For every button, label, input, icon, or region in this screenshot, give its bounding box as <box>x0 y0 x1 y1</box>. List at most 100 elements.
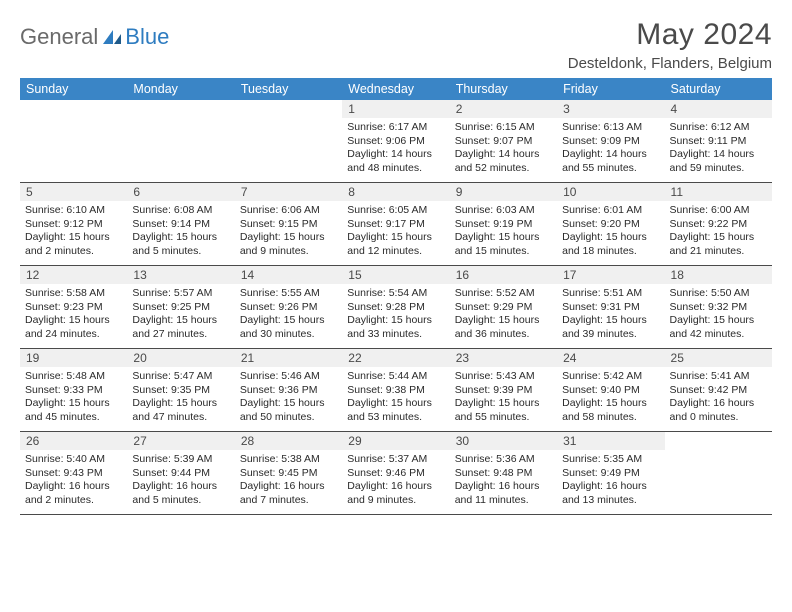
calendar-cell: 22Sunrise: 5:44 AMSunset: 9:38 PMDayligh… <box>342 349 449 431</box>
calendar-cell: 29Sunrise: 5:37 AMSunset: 9:46 PMDayligh… <box>342 432 449 514</box>
calendar-cell: 13Sunrise: 5:57 AMSunset: 9:25 PMDayligh… <box>127 266 234 348</box>
weekday-label: Thursday <box>450 78 557 100</box>
day-number: 25 <box>665 349 772 367</box>
day-body: Sunrise: 5:40 AMSunset: 9:43 PMDaylight:… <box>20 450 127 512</box>
calendar-cell: 4Sunrise: 6:12 AMSunset: 9:11 PMDaylight… <box>665 100 772 182</box>
day-body: Sunrise: 5:44 AMSunset: 9:38 PMDaylight:… <box>342 367 449 429</box>
weekday-label: Sunday <box>20 78 127 100</box>
calendar-cell: 15Sunrise: 5:54 AMSunset: 9:28 PMDayligh… <box>342 266 449 348</box>
calendar-cell: 6Sunrise: 6:08 AMSunset: 9:14 PMDaylight… <box>127 183 234 265</box>
day-body: Sunrise: 6:10 AMSunset: 9:12 PMDaylight:… <box>20 201 127 263</box>
brand-sail-icon <box>101 28 123 46</box>
calendar-cell: 26Sunrise: 5:40 AMSunset: 9:43 PMDayligh… <box>20 432 127 514</box>
calendar-cell: 23Sunrise: 5:43 AMSunset: 9:39 PMDayligh… <box>450 349 557 431</box>
day-number: 1 <box>342 100 449 118</box>
calendar: SundayMondayTuesdayWednesdayThursdayFrid… <box>20 78 772 515</box>
calendar-cell: 1Sunrise: 6:17 AMSunset: 9:06 PMDaylight… <box>342 100 449 182</box>
day-body: Sunrise: 6:15 AMSunset: 9:07 PMDaylight:… <box>450 118 557 180</box>
calendar-cell: 31Sunrise: 5:35 AMSunset: 9:49 PMDayligh… <box>557 432 664 514</box>
calendar-week: 19Sunrise: 5:48 AMSunset: 9:33 PMDayligh… <box>20 349 772 432</box>
weekday-label: Monday <box>127 78 234 100</box>
day-number: 16 <box>450 266 557 284</box>
day-number: 10 <box>557 183 664 201</box>
weekday-label: Saturday <box>665 78 772 100</box>
day-number: 2 <box>450 100 557 118</box>
calendar-cell: 5Sunrise: 6:10 AMSunset: 9:12 PMDaylight… <box>20 183 127 265</box>
day-body: Sunrise: 5:35 AMSunset: 9:49 PMDaylight:… <box>557 450 664 512</box>
calendar-cell <box>20 100 127 182</box>
day-body: Sunrise: 6:01 AMSunset: 9:20 PMDaylight:… <box>557 201 664 263</box>
weekday-label: Tuesday <box>235 78 342 100</box>
day-body: Sunrise: 5:50 AMSunset: 9:32 PMDaylight:… <box>665 284 772 346</box>
calendar-cell: 30Sunrise: 5:36 AMSunset: 9:48 PMDayligh… <box>450 432 557 514</box>
calendar-cell: 8Sunrise: 6:05 AMSunset: 9:17 PMDaylight… <box>342 183 449 265</box>
day-body: Sunrise: 5:51 AMSunset: 9:31 PMDaylight:… <box>557 284 664 346</box>
day-number: 15 <box>342 266 449 284</box>
calendar-cell: 17Sunrise: 5:51 AMSunset: 9:31 PMDayligh… <box>557 266 664 348</box>
calendar-week: 1Sunrise: 6:17 AMSunset: 9:06 PMDaylight… <box>20 100 772 183</box>
page-header: General Blue May 2024 Desteldonk, Flande… <box>20 18 772 72</box>
calendar-week: 26Sunrise: 5:40 AMSunset: 9:43 PMDayligh… <box>20 432 772 515</box>
day-number: 13 <box>127 266 234 284</box>
day-body: Sunrise: 5:54 AMSunset: 9:28 PMDaylight:… <box>342 284 449 346</box>
day-body: Sunrise: 5:36 AMSunset: 9:48 PMDaylight:… <box>450 450 557 512</box>
brand-text-blue: Blue <box>125 24 169 50</box>
day-number: 31 <box>557 432 664 450</box>
calendar-cell: 19Sunrise: 5:48 AMSunset: 9:33 PMDayligh… <box>20 349 127 431</box>
day-number: 29 <box>342 432 449 450</box>
day-body: Sunrise: 5:38 AMSunset: 9:45 PMDaylight:… <box>235 450 342 512</box>
day-number: 4 <box>665 100 772 118</box>
day-number: 5 <box>20 183 127 201</box>
calendar-cell: 25Sunrise: 5:41 AMSunset: 9:42 PMDayligh… <box>665 349 772 431</box>
day-number: 21 <box>235 349 342 367</box>
calendar-cell: 3Sunrise: 6:13 AMSunset: 9:09 PMDaylight… <box>557 100 664 182</box>
day-body: Sunrise: 6:08 AMSunset: 9:14 PMDaylight:… <box>127 201 234 263</box>
weekday-header: SundayMondayTuesdayWednesdayThursdayFrid… <box>20 78 772 100</box>
calendar-cell <box>127 100 234 182</box>
calendar-cell: 7Sunrise: 6:06 AMSunset: 9:15 PMDaylight… <box>235 183 342 265</box>
day-body: Sunrise: 6:12 AMSunset: 9:11 PMDaylight:… <box>665 118 772 180</box>
day-body: Sunrise: 5:48 AMSunset: 9:33 PMDaylight:… <box>20 367 127 429</box>
day-number: 11 <box>665 183 772 201</box>
day-number: 22 <box>342 349 449 367</box>
day-number: 23 <box>450 349 557 367</box>
day-body: Sunrise: 5:46 AMSunset: 9:36 PMDaylight:… <box>235 367 342 429</box>
calendar-cell: 11Sunrise: 6:00 AMSunset: 9:22 PMDayligh… <box>665 183 772 265</box>
day-body: Sunrise: 6:00 AMSunset: 9:22 PMDaylight:… <box>665 201 772 263</box>
day-number: 14 <box>235 266 342 284</box>
calendar-week: 5Sunrise: 6:10 AMSunset: 9:12 PMDaylight… <box>20 183 772 266</box>
calendar-cell: 24Sunrise: 5:42 AMSunset: 9:40 PMDayligh… <box>557 349 664 431</box>
day-body: Sunrise: 5:39 AMSunset: 9:44 PMDaylight:… <box>127 450 234 512</box>
calendar-cell: 12Sunrise: 5:58 AMSunset: 9:23 PMDayligh… <box>20 266 127 348</box>
day-body: Sunrise: 5:42 AMSunset: 9:40 PMDaylight:… <box>557 367 664 429</box>
day-number: 28 <box>235 432 342 450</box>
brand-logo: General Blue <box>20 24 169 50</box>
day-number: 26 <box>20 432 127 450</box>
calendar-week: 12Sunrise: 5:58 AMSunset: 9:23 PMDayligh… <box>20 266 772 349</box>
brand-text-general: General <box>20 24 98 50</box>
day-body: Sunrise: 5:58 AMSunset: 9:23 PMDaylight:… <box>20 284 127 346</box>
calendar-cell: 21Sunrise: 5:46 AMSunset: 9:36 PMDayligh… <box>235 349 342 431</box>
calendar-cell: 28Sunrise: 5:38 AMSunset: 9:45 PMDayligh… <box>235 432 342 514</box>
weekday-label: Wednesday <box>342 78 449 100</box>
day-number: 20 <box>127 349 234 367</box>
day-number: 18 <box>665 266 772 284</box>
calendar-cell: 2Sunrise: 6:15 AMSunset: 9:07 PMDaylight… <box>450 100 557 182</box>
day-body: Sunrise: 5:47 AMSunset: 9:35 PMDaylight:… <box>127 367 234 429</box>
day-number: 9 <box>450 183 557 201</box>
calendar-cell: 18Sunrise: 5:50 AMSunset: 9:32 PMDayligh… <box>665 266 772 348</box>
day-body: Sunrise: 5:52 AMSunset: 9:29 PMDaylight:… <box>450 284 557 346</box>
location-text: Desteldonk, Flanders, Belgium <box>568 55 772 72</box>
calendar-cell: 20Sunrise: 5:47 AMSunset: 9:35 PMDayligh… <box>127 349 234 431</box>
weekday-label: Friday <box>557 78 664 100</box>
month-title: May 2024 <box>568 18 772 52</box>
day-body: Sunrise: 6:13 AMSunset: 9:09 PMDaylight:… <box>557 118 664 180</box>
day-body: Sunrise: 6:05 AMSunset: 9:17 PMDaylight:… <box>342 201 449 263</box>
day-number: 24 <box>557 349 664 367</box>
weeks-container: 1Sunrise: 6:17 AMSunset: 9:06 PMDaylight… <box>20 100 772 515</box>
day-body: Sunrise: 6:17 AMSunset: 9:06 PMDaylight:… <box>342 118 449 180</box>
day-number: 27 <box>127 432 234 450</box>
day-number: 12 <box>20 266 127 284</box>
day-body: Sunrise: 5:43 AMSunset: 9:39 PMDaylight:… <box>450 367 557 429</box>
day-number: 30 <box>450 432 557 450</box>
